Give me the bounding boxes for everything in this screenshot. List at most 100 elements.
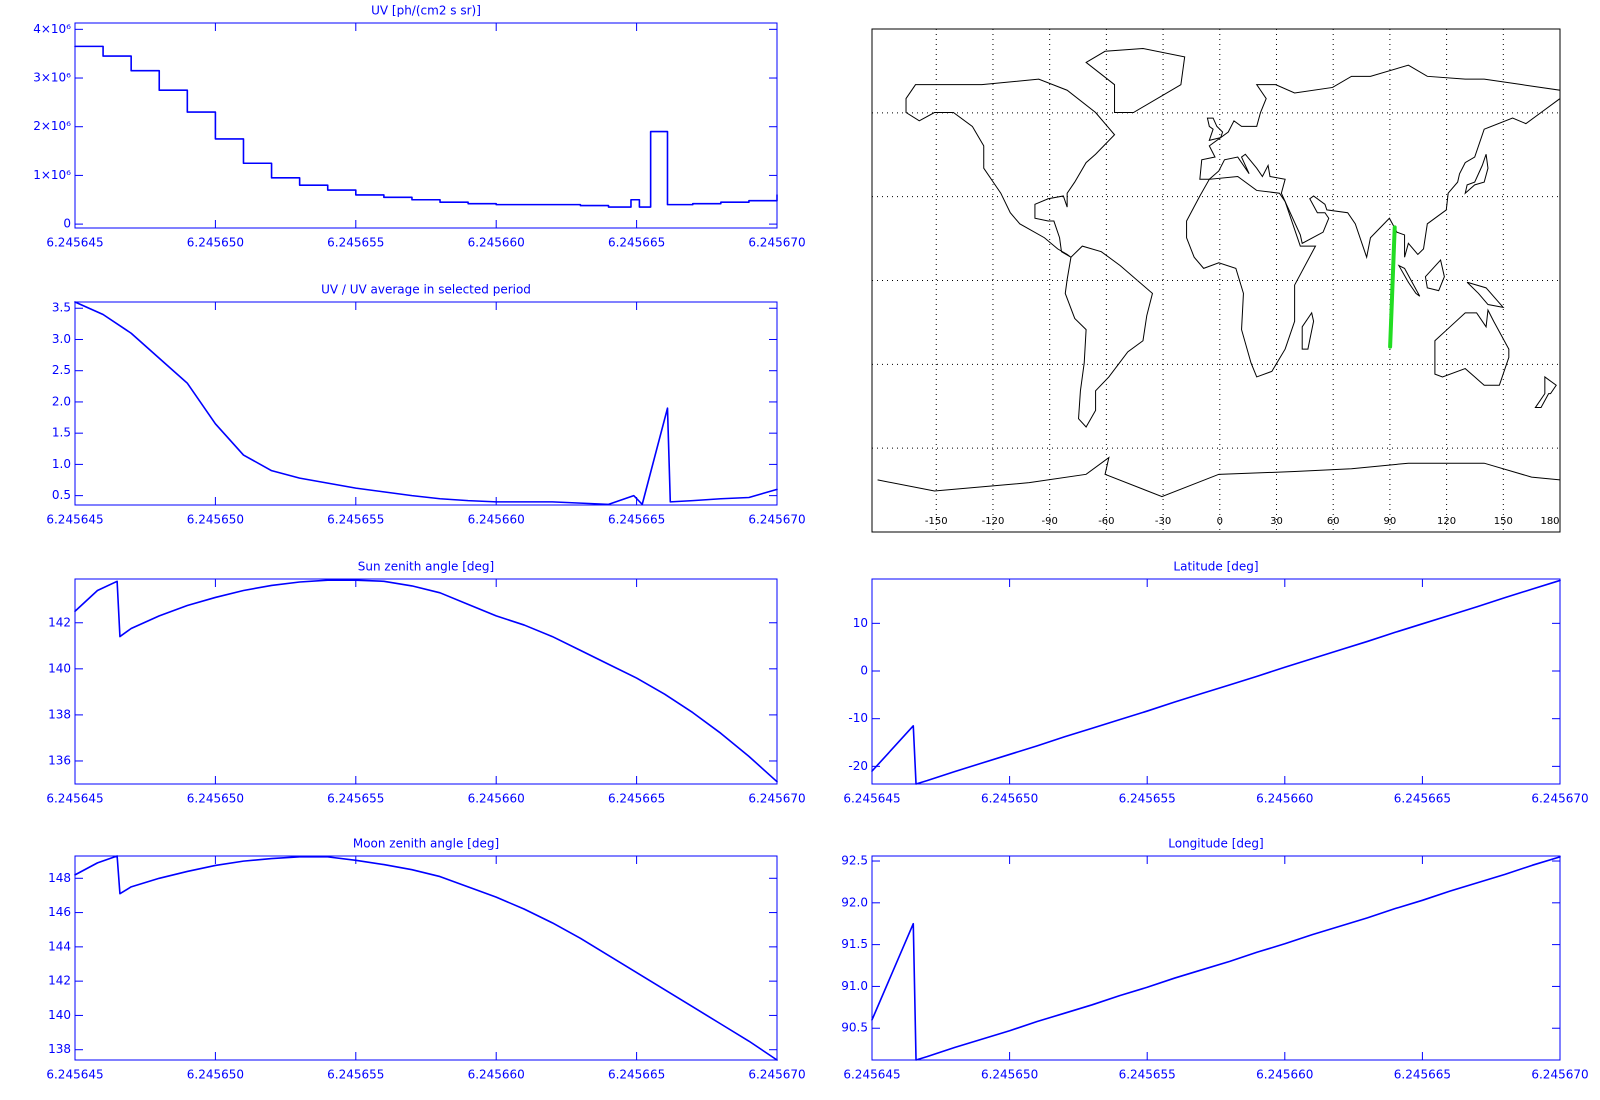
chart-panel: UV / UV average in selected period 6.2456… xyxy=(46,283,805,527)
y-tick-label: 136 xyxy=(48,753,71,767)
x-tick-label: 6.245670 xyxy=(1531,792,1588,806)
y-tick-label: 10 xyxy=(853,616,868,630)
new-zealand xyxy=(1535,377,1556,408)
north-america xyxy=(906,79,1115,257)
madagascar xyxy=(1302,313,1313,349)
x-tick-label: 6.245655 xyxy=(327,513,384,527)
y-tick-label: 0 xyxy=(63,217,71,231)
sumatra xyxy=(1399,266,1420,297)
x-tick-label: 6.245655 xyxy=(327,1068,384,1082)
x-tick-label: 30 xyxy=(1270,516,1283,527)
y-tick-label: 91.0 xyxy=(841,979,868,993)
y-tick-label: 3.5 xyxy=(52,301,71,315)
x-tick-label: 6.245665 xyxy=(608,513,665,527)
chart-panel: Latitude [deg] 6.245645 6.245650 6.245655 6.… xyxy=(843,560,1588,806)
y-tick-label: 146 xyxy=(48,905,71,919)
chart-title: Sun zenith angle [deg] xyxy=(358,560,494,574)
y-tick-label: 2.5 xyxy=(52,363,71,377)
x-tick-label: 60 xyxy=(1327,516,1340,527)
x-tick-label: 6.245650 xyxy=(187,1068,244,1082)
plot-frame xyxy=(74,578,778,785)
chart-title: UV [ph/(cm2 s sr)] xyxy=(371,4,481,18)
x-tick-label: 6.245645 xyxy=(46,792,103,806)
map-panel: -150 -120 -90 -60 -30 0 30 60 90 120 150 180 xyxy=(871,28,1561,533)
chart-panel: Moon zenith angle [deg] 6.245645 6.245650 6… xyxy=(46,837,805,1082)
y-tick-label: 4×10⁶ xyxy=(33,22,71,36)
x-tick-label: -120 xyxy=(982,516,1005,527)
x-tick-label: 6.245665 xyxy=(1394,792,1451,806)
plot-frame xyxy=(871,578,1561,785)
chart-panel: Longitude [deg] 6.245645 6.245650 6.245655 6… xyxy=(841,837,1588,1082)
x-tick-label: -30 xyxy=(1155,516,1171,527)
data-line xyxy=(74,579,778,783)
y-tick-label: 140 xyxy=(48,661,71,675)
y-tick-label: -10 xyxy=(848,711,868,725)
y-tick-label: -20 xyxy=(848,759,868,773)
x-tick-label: 6.245650 xyxy=(981,792,1038,806)
x-tick-label: 6.245660 xyxy=(1256,792,1313,806)
y-tick-label: 90.5 xyxy=(841,1021,868,1035)
x-tick-label: 6.245655 xyxy=(1119,1068,1176,1082)
x-tick-label: -150 xyxy=(925,516,948,527)
eurasia xyxy=(1200,65,1560,257)
x-tick-label: 6.245670 xyxy=(1531,1068,1588,1082)
x-tick-label: 6.245670 xyxy=(748,1068,805,1082)
y-tick-label: 92.0 xyxy=(841,895,868,909)
y-tick-label: 140 xyxy=(48,1008,71,1022)
x-tick-label: -60 xyxy=(1098,516,1114,527)
x-tick-label: 6.245645 xyxy=(46,513,103,527)
x-tick-label: 6.245655 xyxy=(1119,792,1176,806)
y-tick-label: 142 xyxy=(48,615,71,629)
data-line xyxy=(74,855,778,1061)
x-tick-label: 6.245645 xyxy=(46,236,103,250)
antarctica xyxy=(878,458,1560,497)
x-tick-label: 6.245650 xyxy=(981,1068,1038,1082)
ground-track xyxy=(1388,225,1397,349)
x-tick-label: 90 xyxy=(1384,516,1397,527)
plot-frame xyxy=(871,855,1561,1061)
x-tick-label: -90 xyxy=(1041,516,1057,527)
coastlines xyxy=(878,48,1560,496)
y-tick-label: 92.5 xyxy=(841,854,868,868)
greenland xyxy=(1086,48,1185,112)
borneo xyxy=(1425,260,1444,291)
chart-title: Longitude [deg] xyxy=(1168,837,1263,851)
chart-panel: Sun zenith angle [deg] 6.245645 6.245650 6.… xyxy=(46,560,805,806)
y-tick-label: 3.0 xyxy=(52,332,71,346)
x-tick-label: 120 xyxy=(1437,516,1456,527)
x-tick-label: 6.245660 xyxy=(468,1068,525,1082)
x-tick-label: 6.245670 xyxy=(748,236,805,250)
y-tick-label: 2.0 xyxy=(52,394,71,408)
data-line xyxy=(871,856,1561,1061)
plot-frame xyxy=(74,855,778,1061)
x-tick-label: 150 xyxy=(1494,516,1513,527)
x-tick-label: 6.245645 xyxy=(46,1068,103,1082)
x-tick-label: 6.245650 xyxy=(187,792,244,806)
x-tick-label: 6.245665 xyxy=(608,792,665,806)
plot-frame xyxy=(74,301,778,506)
y-tick-label: 2×10⁶ xyxy=(33,119,71,133)
x-tick-label: 6.245645 xyxy=(843,1068,900,1082)
x-tick-label: 6.245660 xyxy=(468,236,525,250)
x-tick-label: 6.245650 xyxy=(187,236,244,250)
africa xyxy=(1187,177,1316,377)
x-tick-label: 6.245670 xyxy=(748,513,805,527)
y-tick-label: 138 xyxy=(48,1042,71,1056)
x-tick-label: 6.245660 xyxy=(1256,1068,1313,1082)
great-britain xyxy=(1207,118,1222,140)
y-tick-label: 144 xyxy=(48,939,71,953)
y-tick-label: 142 xyxy=(48,974,71,988)
y-tick-label: 1.0 xyxy=(52,457,71,471)
y-tick-label: 91.5 xyxy=(841,937,868,951)
y-tick-label: 0.5 xyxy=(52,488,71,502)
x-tick-label: 6.245665 xyxy=(608,236,665,250)
new-guinea xyxy=(1467,282,1503,307)
x-tick-label: 6.245660 xyxy=(468,513,525,527)
x-tick-label: 6.245665 xyxy=(608,1068,665,1082)
x-tick-label: 6.245655 xyxy=(327,792,384,806)
australia xyxy=(1435,310,1509,385)
data-line xyxy=(871,579,1561,785)
chart-panel: UV [ph/(cm2 s sr)] 6.245645 6.245650 6.2456… xyxy=(33,4,805,250)
plot-frame xyxy=(74,22,778,229)
